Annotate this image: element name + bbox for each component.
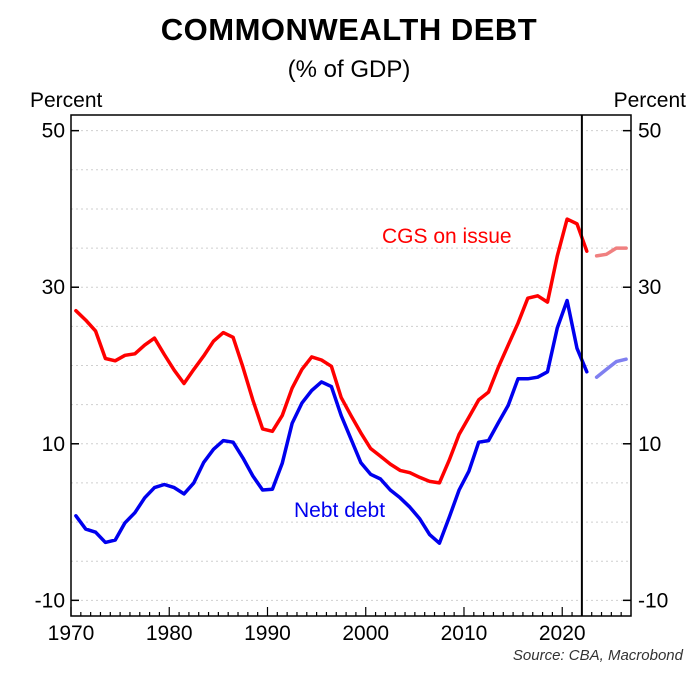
chart-subtitle: (% of GDP) xyxy=(287,56,411,83)
plot-frame xyxy=(70,114,632,617)
y-tick-label-left: 30 xyxy=(42,276,65,299)
y-tick-label-left: 50 xyxy=(42,120,65,143)
chart-title: COMMONWEALTH DEBT xyxy=(160,12,538,47)
y-tick-label-right: 50 xyxy=(638,120,661,143)
x-tick-label: 1970 xyxy=(48,622,95,645)
y-tick-label-right: -10 xyxy=(638,589,668,612)
series-labels: CGS on issue Nebt debt xyxy=(294,225,512,522)
y-tick-label-right: 10 xyxy=(638,433,661,456)
x-tick-label: 2010 xyxy=(441,622,488,645)
y-axis-unit-right: Percent xyxy=(613,89,686,112)
y-tick-label-left: 10 xyxy=(42,433,65,456)
series-projection-1 xyxy=(594,357,628,379)
y-axis-unit-left: Percent xyxy=(30,89,103,112)
series-projection-0 xyxy=(594,246,628,258)
series-line-0 xyxy=(74,217,589,485)
x-tick-label: 1990 xyxy=(244,622,291,645)
gridlines xyxy=(71,130,631,601)
x-tick-label: 1980 xyxy=(146,622,193,645)
x-tick-label: 2000 xyxy=(342,622,389,645)
y-tick-label-left: -10 xyxy=(35,589,65,612)
plot-border xyxy=(70,114,632,617)
x-tick-label: 2020 xyxy=(539,622,586,645)
source-note: Source: CBA, Macrobond xyxy=(512,647,683,664)
axis-ticks: -10 -10 10 10 30 30 50 50 1970 1980 1990 2000 2010 20… xyxy=(35,120,669,645)
series-line-1 xyxy=(74,298,589,545)
y-tick-label-right: 30 xyxy=(638,276,661,299)
series-label-0: CGS on issue xyxy=(382,225,512,248)
series-lines xyxy=(74,217,628,545)
series-label-1: Nebt debt xyxy=(294,499,385,522)
